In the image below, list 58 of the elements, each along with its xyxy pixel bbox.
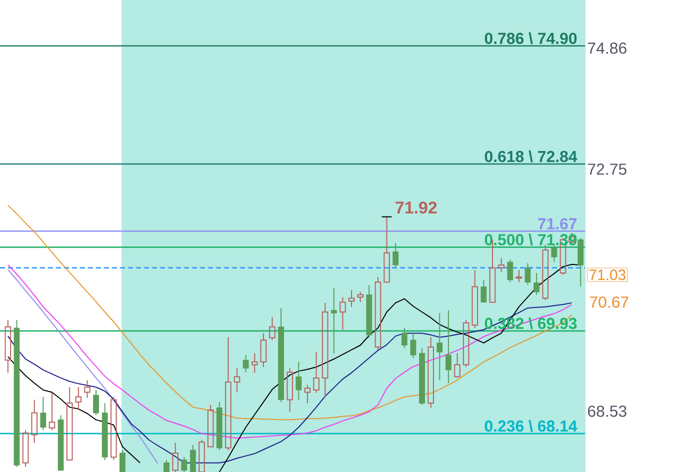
candlestick: [436, 312, 443, 381]
y-tick-label: 72.75: [588, 164, 626, 175]
candlestick: [516, 270, 522, 283]
candlestick: [190, 444, 196, 472]
candlestick: [480, 279, 487, 303]
candlestick: [4, 320, 12, 374]
candlestick: [31, 399, 38, 444]
candlestick: [313, 352, 320, 394]
ref-line-label: 0.618 \ 72.84: [484, 150, 578, 162]
candlestick: [498, 258, 504, 272]
candlestick: [454, 352, 460, 378]
candlestick: [472, 270, 478, 329]
ref-line-label: 0.786 \ 74.90: [484, 32, 577, 44]
candlestick: [66, 386, 73, 460]
candlestick: [234, 368, 240, 393]
candlestick: [102, 402, 108, 460]
candlestick: [524, 262, 531, 286]
annotation: 71.92: [396, 202, 437, 214]
candlestick: [216, 402, 222, 451]
candlestick: [242, 354, 249, 373]
candlestick: [401, 328, 408, 349]
line-series: [7, 269, 158, 464]
candlestick: [330, 287, 337, 354]
y-tick-label: 68.53: [588, 406, 626, 417]
text: 70.67: [590, 296, 628, 308]
ref-line-label: 71.67: [538, 218, 577, 230]
candlestick: [446, 310, 452, 384]
candlestick: [164, 459, 170, 472]
candlestick: [419, 348, 425, 406]
ref-line-label: 71.03: [589, 270, 626, 280]
candlestick: [260, 332, 267, 368]
candlestick: [392, 242, 399, 268]
candlestick: [410, 332, 416, 358]
candlestick: [384, 216, 390, 283]
candlestick: [366, 284, 372, 338]
candlestick: [304, 384, 311, 404]
candlestick: [286, 368, 294, 412]
candlestick: [84, 380, 90, 399]
candlestick: [428, 336, 434, 408]
candlestick: [251, 352, 258, 374]
candlestick: [322, 302, 328, 398]
candlestick: [296, 361, 302, 400]
candlestick: [534, 272, 540, 296]
candlestick: [278, 307, 284, 403]
candlestick: [225, 336, 232, 451]
candlestick: [269, 316, 276, 341]
candlestick: [40, 396, 46, 431]
candlestick: [58, 414, 64, 471]
candlestick: [75, 386, 82, 411]
candlestick: [48, 392, 56, 431]
candlestick: [14, 320, 20, 468]
candlestick: [348, 290, 355, 308]
candlestick: [340, 296, 346, 330]
y-tick-label: 74.86: [588, 42, 626, 54]
candlestick: [578, 238, 584, 288]
candlestick: [120, 450, 126, 472]
ref-line-label: 0.236 \ 68.14: [484, 420, 578, 432]
candlestick: [172, 442, 178, 472]
